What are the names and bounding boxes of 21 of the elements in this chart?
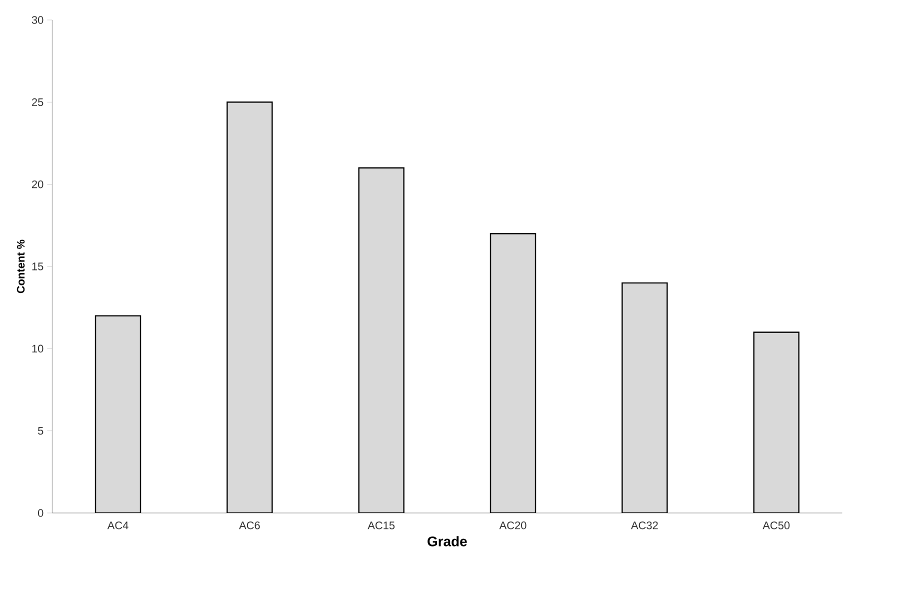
x-tick-label: AC15 bbox=[368, 522, 395, 530]
x-tick-label: AC6 bbox=[239, 522, 260, 530]
y-axis-title: Content % bbox=[16, 240, 25, 294]
x-axis-title: Grade bbox=[428, 536, 467, 546]
bar bbox=[358, 167, 404, 513]
y-tick-label: 30 bbox=[32, 16, 44, 24]
y-tick-label: 10 bbox=[32, 344, 44, 353]
x-tick-label: AC32 bbox=[630, 522, 658, 530]
y-tick-label: 15 bbox=[32, 262, 44, 270]
bar bbox=[753, 332, 800, 513]
bar bbox=[622, 282, 668, 513]
x-tick-label: AC50 bbox=[762, 522, 790, 530]
y-tick-label: 20 bbox=[32, 180, 44, 188]
bar bbox=[94, 315, 142, 513]
x-tick-label: AC4 bbox=[107, 522, 128, 530]
bar bbox=[490, 233, 536, 513]
x-tick-label: AC20 bbox=[499, 522, 526, 530]
y-tick-label: 0 bbox=[38, 509, 44, 517]
y-tick-label: 25 bbox=[32, 98, 44, 106]
y-tick-label: 5 bbox=[38, 427, 44, 435]
bar bbox=[226, 102, 273, 513]
